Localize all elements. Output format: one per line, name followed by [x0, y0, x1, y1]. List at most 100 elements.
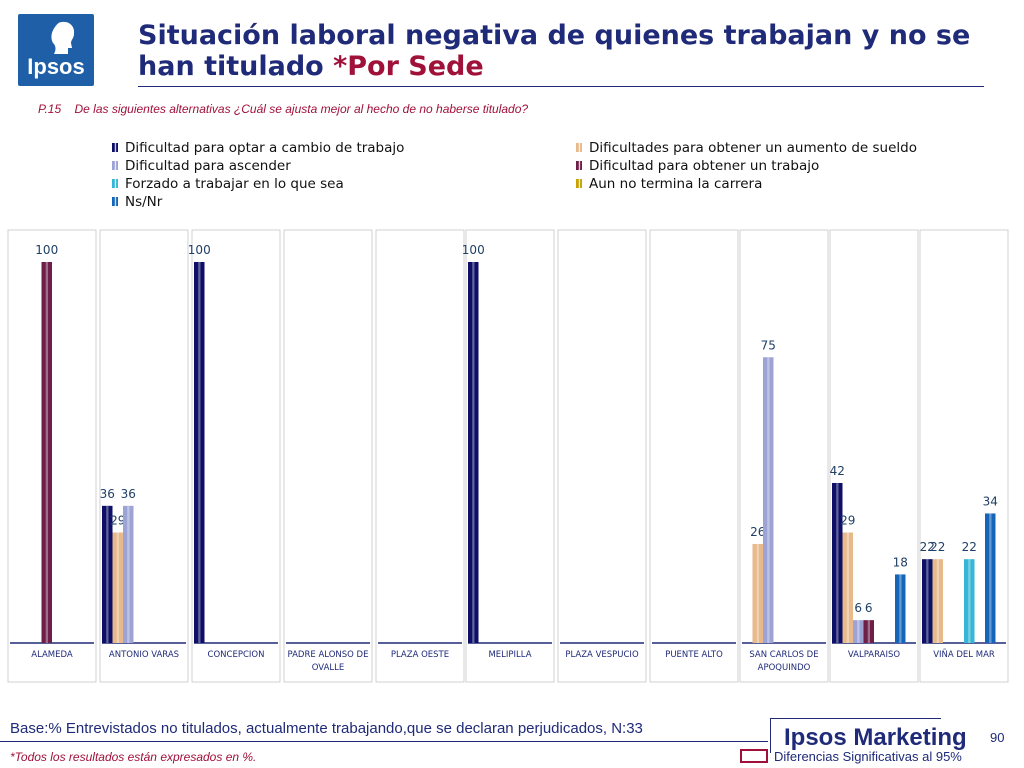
bar: [41, 262, 52, 643]
legend-swatch: [112, 197, 118, 206]
legend-label: Dificultades para obtener un aumento de …: [589, 140, 917, 156]
question-number: P.15: [38, 102, 62, 116]
bar: [922, 559, 933, 643]
category-panel: [649, 229, 739, 683]
profile-head-icon: [51, 21, 75, 54]
bar: [863, 620, 874, 643]
bar: [123, 505, 134, 643]
bar-highlight: [989, 513, 992, 643]
bar-value-label: 34: [983, 494, 998, 508]
bar: [194, 262, 205, 643]
bar-value-label: 100: [462, 243, 485, 257]
bar-highlight: [127, 505, 130, 643]
legend-item: Dificultad para optar a cambio de trabaj…: [112, 140, 404, 158]
bar-value-label: 29: [840, 514, 855, 528]
bar-value-label: 42: [830, 464, 845, 478]
bar: [468, 262, 479, 643]
bar: [763, 357, 774, 643]
category-label: CONCEPCION: [208, 650, 265, 660]
bar-value-label: 29: [110, 514, 125, 528]
legend-swatch: [576, 143, 582, 152]
category-label: VIÑA DEL MAR: [933, 649, 995, 660]
category-panel: [283, 229, 373, 683]
bar-highlight: [926, 559, 929, 643]
category-label: PUENTE ALTO: [665, 650, 723, 660]
bar: [112, 532, 123, 643]
bar-highlight: [867, 620, 871, 643]
legend-swatch: [576, 179, 582, 188]
category-label: PLAZA OESTE: [391, 650, 449, 660]
category-label: ANTONIO VARAS: [109, 650, 179, 660]
bar-value-label: 6: [854, 601, 862, 615]
legend-label: Dificultad para optar a cambio de trabaj…: [125, 140, 405, 156]
logo-text: Ipsos: [27, 54, 85, 79]
category-label: PADRE ALONSO DE: [288, 650, 369, 660]
legend-label: Forzado a trabajar en lo que sea: [125, 176, 344, 192]
bar-value-label: 22: [930, 540, 945, 554]
ipsos-logo: Ipsos: [18, 14, 94, 86]
category-panel: [465, 229, 555, 683]
significance-label: Diferencias Significativas al 95%: [774, 749, 962, 764]
bar-value-label: 75: [761, 338, 776, 352]
legend-item: Ns/Nr: [112, 194, 162, 212]
category-label: VALPARAISO: [848, 650, 900, 660]
bar-highlight: [846, 532, 850, 643]
legend-swatch: [112, 143, 118, 152]
bar: [932, 559, 943, 643]
category-panel: [557, 229, 647, 683]
category-label: SAN CARLOS DE: [749, 650, 818, 660]
bar-value-label: 100: [35, 243, 58, 257]
bar-highlight: [198, 262, 201, 643]
significance-swatch: [740, 749, 768, 763]
bar: [832, 482, 843, 643]
category-panel: [375, 229, 465, 683]
title-divider: [138, 86, 984, 87]
legend-label: Ns/Nr: [125, 194, 163, 210]
question-text: De las siguientes alternativas ¿Cuál se …: [74, 102, 529, 116]
bar: [985, 513, 996, 643]
base-note: Base:% Entrevistados no titulados, actua…: [10, 720, 643, 737]
category-label: OVALLE: [312, 663, 344, 673]
legend-item: Dificultad para obtener un trabajo: [576, 158, 819, 176]
bar: [895, 574, 906, 643]
category-label: APOQUINDO: [758, 663, 811, 673]
legend-label: Dificultad para ascender: [125, 158, 291, 174]
legend-item: Aun no termina la carrera: [576, 176, 762, 194]
legend-item: Dificultad para ascender: [112, 158, 291, 176]
bar: [102, 505, 113, 643]
bar-value-label: 6: [865, 601, 873, 615]
bar: [752, 543, 763, 643]
page-number: 90: [990, 730, 1005, 745]
bar-highlight: [106, 505, 109, 643]
brand-frame: [770, 718, 941, 753]
footer-divider: [0, 741, 768, 742]
legend-swatch: [576, 161, 582, 170]
bar-highlight: [767, 357, 770, 643]
page-title: Situación laboral negativa de quienes tr…: [138, 20, 998, 82]
bar-value-label: 22: [962, 540, 977, 554]
brand-name: Ipsos Marketing: [784, 724, 967, 751]
legend-label: Dificultad para obtener un trabajo: [589, 158, 820, 174]
bar-value-label: 18: [893, 555, 908, 569]
legend-label: Aun no termina la carrera: [589, 176, 763, 192]
legend-item: Dificultades para obtener un aumento de …: [576, 140, 917, 158]
results-note: *Todos los resultados están expresados e…: [10, 750, 257, 764]
category-label: ALAMEDA: [31, 650, 73, 660]
bar-highlight: [836, 482, 839, 643]
bar-value-label: 100: [188, 243, 211, 257]
bar-highlight: [45, 262, 49, 643]
title-accent: *Por Sede: [333, 51, 484, 82]
category-panel: [191, 229, 281, 683]
bar: [842, 532, 853, 643]
bar-highlight: [899, 574, 902, 643]
bar-value-label: 36: [121, 487, 136, 501]
bar-highlight: [968, 559, 971, 643]
bar: [853, 620, 864, 643]
question-line: P.15 De las siguientes alternativas ¿Cuá…: [38, 102, 528, 116]
legend-swatch: [112, 161, 118, 170]
bar-highlight: [936, 559, 940, 643]
bar-value-label: 26: [750, 525, 765, 539]
title-main: Situación laboral negativa de quienes tr…: [138, 20, 971, 82]
bar-highlight: [116, 532, 120, 643]
